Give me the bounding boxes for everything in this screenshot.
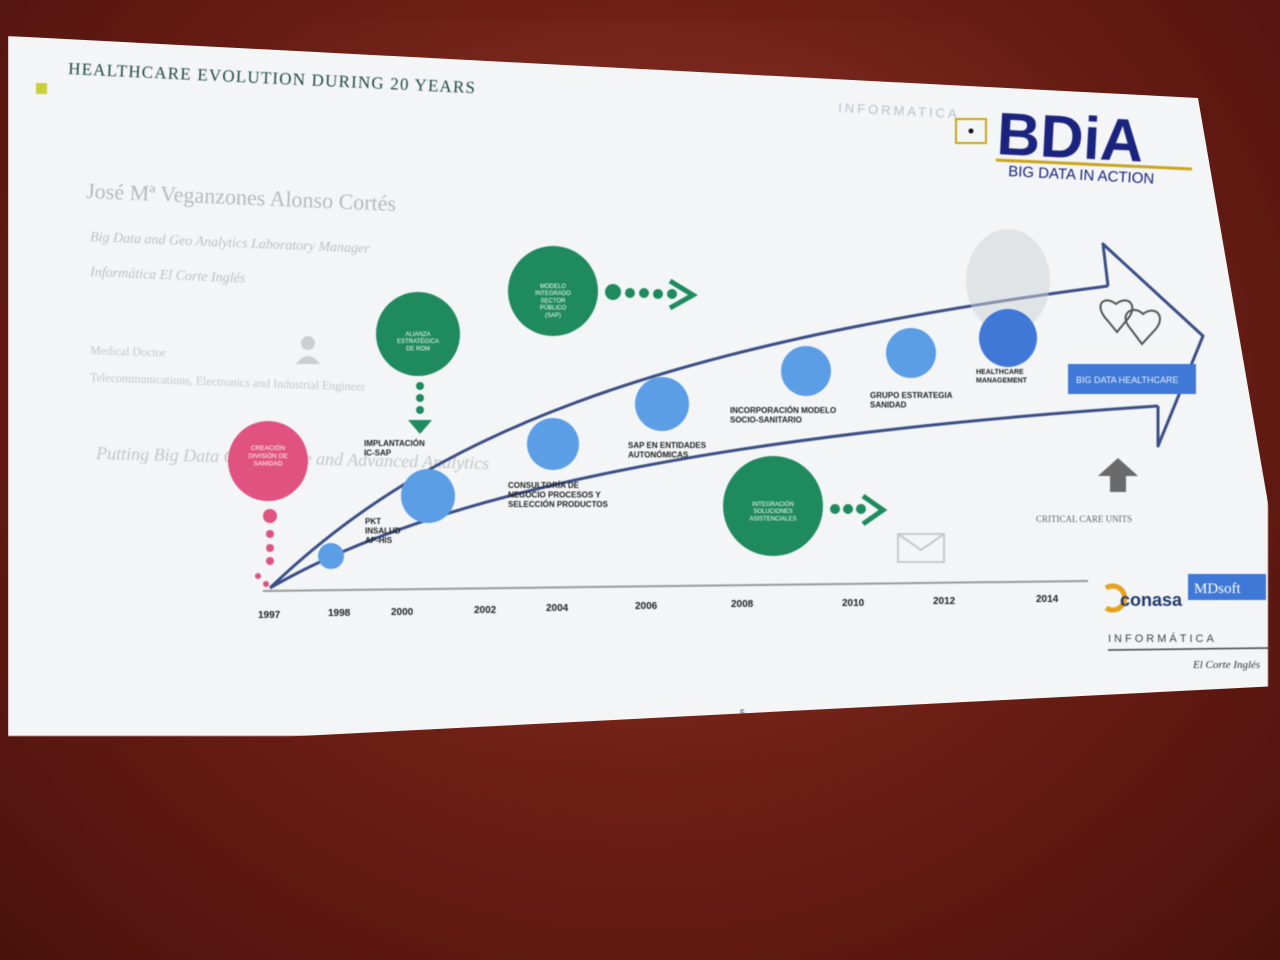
year-2002: 2002 — [474, 605, 497, 616]
year-1997: 1997 — [258, 610, 281, 621]
elcorteingles-wordmark: El Corte Inglés — [1192, 659, 1260, 671]
critical-care-label: CRITICAL CARE UNITS — [1036, 514, 1132, 524]
year-2014: 2014 — [1036, 594, 1059, 605]
blue-milestone-1998 — [318, 543, 344, 569]
year-2010: 2010 — [842, 598, 865, 609]
pink-milestone: CREACIÓN DIVISIÓN DE SANIDAD — [228, 421, 308, 587]
blue-milestone-2000 — [401, 469, 455, 523]
green-milestone-integracion: INTEGRACIÓN SOLUCIONES ASISTENCIALES — [723, 456, 888, 556]
mdsoft-logo: MDsoft — [1188, 574, 1266, 600]
bdia-dot-icon — [968, 128, 974, 134]
green-milestone-alianza: ALIANZA ESTRATÉGICA DE ROM — [376, 292, 460, 434]
growth-arrow — [268, 242, 1205, 590]
informatica-divider — [1107, 647, 1271, 651]
arrow-head — [1101, 242, 1205, 448]
label-incorporacion: INCORPORACIÓN MODELO SOCIO-SANITARIO — [730, 406, 836, 425]
speaker-company: Informática El Corte Inglés — [89, 265, 246, 287]
label-healthcare: HEALTHCARE MANAGEMENT — [976, 369, 1028, 384]
speaker-name: José Mª Veganzones Alonso Cortés — [86, 178, 397, 216]
blue-milestone-2004 — [527, 418, 579, 470]
mdsoft-wordmark: MDsoft — [1194, 581, 1242, 597]
badge-label: BIG DATA HEALTHCARE — [1076, 375, 1179, 385]
envelope-icon — [897, 533, 945, 563]
alianza-label: ALIANZA ESTRATÉGICA DE ROM — [397, 332, 439, 352]
speaker-degrees: Telecommunications, Electronics and Indu… — [90, 370, 366, 394]
slide-canvas: HEALTHCARE EVOLUTION DURING 20 YEARS INF… — [36, 59, 1271, 718]
bdia-logo: INFORMATICA BDiA BIG DATA IN ACTION — [838, 100, 1193, 188]
timeline-axis — [262, 580, 1089, 592]
informatica-bottom-label: INFORMÁTICA — [1108, 632, 1217, 645]
label-grupo: GRUPO ESTRATEGIA SANIDAD — [870, 391, 953, 410]
year-labels: 1997 1998 2000 2002 2004 2006 2008 2010 … — [258, 594, 1059, 621]
bdia-underline — [995, 158, 1193, 171]
modelo-label: MODELO INTEGRADO SECTOR PÚBLICO (SAP) — [535, 284, 571, 319]
blue-milestone-2014 — [979, 309, 1037, 367]
blue-milestone-2006 — [635, 377, 689, 431]
speaker-role: Big Data and Geo Analytics Laboratory Ma… — [90, 230, 371, 257]
year-1998: 1998 — [328, 608, 351, 619]
year-2000: 2000 — [391, 607, 414, 618]
pink-circle — [228, 421, 308, 501]
title-bullet — [36, 83, 47, 94]
blue-milestone-2008 — [781, 346, 831, 396]
integracion-label: INTEGRACIÓN SOLUCIONES ASISTENCIALES — [749, 501, 796, 522]
conasa-wordmark: conasa — [1120, 590, 1183, 610]
slide-title: HEALTHCARE EVOLUTION DURING 20 YEARS — [68, 59, 477, 97]
label-consultoria: CONSULTORÍA DE NEGOCIO PROCESOS Y SELECCIÓ… — [508, 481, 609, 509]
label-implantacion: IMPLANTACIÓN IC-SAP — [364, 439, 425, 458]
year-2004: 2004 — [546, 603, 569, 614]
label-sap: SAP EN ENTIDADES AUTONÓMICAS — [628, 441, 707, 460]
conasa-logo: conasa — [1104, 583, 1183, 613]
page-number: 5 — [740, 708, 745, 718]
up-arrow-icon — [1098, 458, 1138, 492]
projected-slide: HEALTHCARE EVOLUTION DURING 20 YEARS INF… — [8, 36, 1271, 736]
green-milestone-modelo: MODELO INTEGRADO SECTOR PÚBLICO (SAP) — [508, 246, 698, 336]
blue-milestone-2010 — [886, 328, 936, 378]
speaker-profession: Medical Doctor — [90, 343, 166, 360]
year-2008: 2008 — [731, 599, 754, 610]
year-2012: 2012 — [933, 596, 956, 607]
big-data-healthcare-badge — [1068, 364, 1196, 394]
arrow-lower-edge — [269, 404, 1159, 590]
bdia-square-icon — [955, 118, 987, 144]
year-2006: 2006 — [635, 601, 658, 612]
label-pkt: PKT INSALUD AP-HIS — [365, 517, 401, 545]
arrow-upper-edge — [268, 284, 1109, 590]
heart-apple-icon — [1099, 299, 1161, 346]
informatica-top-label: INFORMATICA — [838, 100, 960, 121]
faded-portrait — [966, 229, 1050, 333]
pink-circle-label-1: CREACIÓN DIVISIÓN DE SANIDAD — [248, 443, 288, 468]
doctor-icon — [296, 336, 320, 364]
